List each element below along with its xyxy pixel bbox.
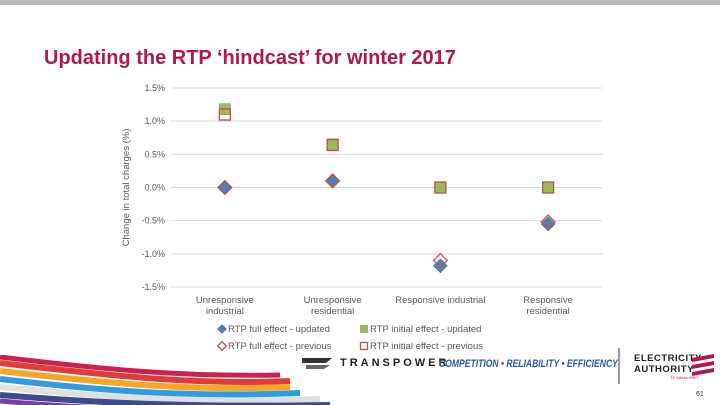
data-point-filled-square	[542, 181, 554, 194]
data-point-outline-diamond	[540, 214, 556, 230]
transpower-label: TRANSPOWER	[340, 357, 450, 369]
chart: 1.5% 1.0% 0.5% 0.0% -0.5% -1.0% -1.5% Change i…	[121, 83, 602, 352]
slide-title: Updating the RTP ‘hindcast’ for winter 2…	[44, 47, 456, 69]
chart-grid	[171, 87, 602, 288]
top-bar	[0, 0, 720, 5]
data-point-filled-square	[326, 138, 339, 151]
data-point-filled-diamond	[540, 216, 556, 232]
data-point-filled-diamond	[217, 180, 233, 195]
y-axis-label: Change in total charges (%)	[121, 129, 132, 247]
ea-line1: ELECTRICITY	[634, 353, 702, 364]
transpower-wing-icon	[302, 358, 332, 369]
legend-label: RTP full effect - previous	[228, 341, 332, 352]
legend-label: RTP full effect - updated	[228, 324, 330, 335]
legend-label: RTP initial effect - updated	[370, 324, 481, 335]
footer-tagline: COMPETITION • RELIABILITY • EFFICIENCY	[439, 358, 618, 370]
ea-name: ELECTRICITY AUTHORITY	[634, 353, 702, 375]
data-point-outline-diamond	[324, 173, 341, 189]
legend-label: RTP initial effect - previous	[370, 341, 483, 352]
data-point-filled-square	[434, 181, 447, 194]
x-category-label: residential	[311, 306, 354, 317]
y-tick-label: 1.0%	[144, 116, 165, 126]
footer-divider	[618, 348, 620, 384]
y-tick-label: -0.5%	[141, 216, 165, 226]
x-category-label: Unresponsive	[196, 295, 254, 306]
data-point-filled-diamond	[325, 173, 340, 189]
x-category-labels: UnresponsiveindustrialUnresponsivereside…	[196, 295, 573, 317]
y-tick-label: -1.5%	[141, 282, 165, 292]
y-tick-label: 0.5%	[144, 149, 165, 159]
page-number: 61	[696, 391, 704, 398]
footer-stripes-icon	[0, 355, 330, 405]
legend-marker	[359, 341, 369, 351]
data-point-outline-square	[326, 138, 339, 152]
y-tick-labels: 1.5% 1.0% 0.5% 0.0% -0.5% -1.0% -1.5%	[141, 83, 165, 292]
ea-sub: TE MANA HIKO	[670, 375, 699, 380]
y-tick-label: 0.0%	[144, 183, 165, 193]
x-category-label: Unresponsive	[304, 295, 362, 306]
legend-marker	[360, 325, 368, 333]
data-point-outline-square	[541, 181, 555, 194]
data-point-outline-diamond	[217, 179, 233, 196]
legend-marker	[216, 340, 228, 352]
x-category-label: residential	[526, 306, 569, 317]
data-point-outline-square	[434, 181, 447, 194]
y-tick-label: -1.0%	[141, 249, 165, 259]
chart-marks	[217, 103, 556, 274]
x-category-label: Responsive	[523, 295, 573, 306]
y-tick-label: 1.5%	[144, 83, 165, 93]
data-point-filled-diamond	[433, 258, 448, 274]
data-point-outline-square	[218, 108, 232, 121]
legend-marker	[217, 324, 227, 334]
data-point-outline-diamond	[432, 252, 449, 269]
chart-legend: RTP full effect - updated RTP initial eff…	[216, 324, 483, 352]
x-category-label: industrial	[206, 306, 244, 317]
ea-logo-icon	[692, 354, 714, 376]
x-category-label: Responsive industrial	[395, 295, 485, 306]
ea-line2: AUTHORITY	[634, 364, 694, 375]
